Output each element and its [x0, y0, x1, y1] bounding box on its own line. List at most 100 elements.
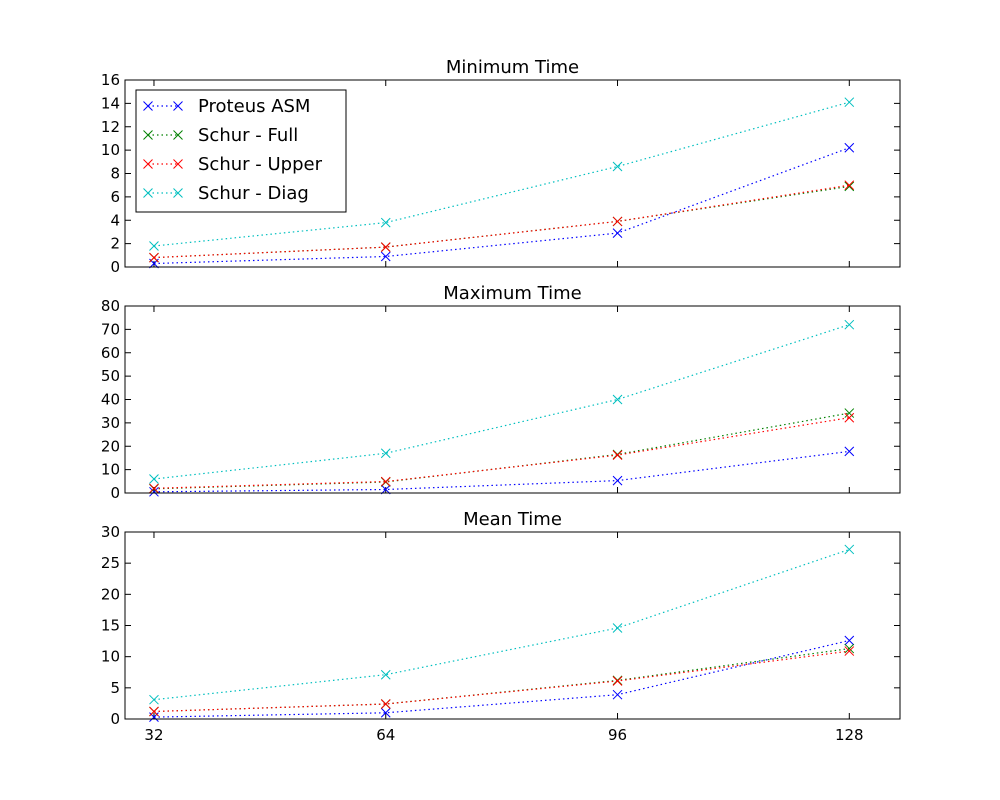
data-point-schur-diag — [149, 474, 159, 484]
axes-frame — [124, 305, 901, 494]
y-tick-label: 60 — [101, 344, 120, 362]
y-tick-label: 6 — [110, 188, 120, 206]
series-line-schur-full — [153, 412, 850, 490]
data-point-schur-upper — [612, 216, 623, 227]
series-line-schur-diag — [153, 101, 850, 247]
data-point-schur-upper — [149, 706, 159, 717]
data-point-schur-upper — [844, 180, 855, 191]
series-line-schur-upper — [153, 650, 850, 713]
data-point-proteus-asm — [380, 251, 391, 262]
data-point-schur-upper — [149, 252, 159, 263]
data-point-schur-upper — [380, 476, 391, 487]
series-proteus-asm — [149, 446, 855, 497]
legend-label-schur-diag: Schur - Diag — [198, 183, 309, 204]
panel-title: Mean Time — [463, 509, 562, 530]
data-point-proteus-asm — [612, 689, 623, 700]
series-line-proteus-asm — [153, 639, 850, 718]
y-tick-label: 10 — [101, 461, 120, 479]
series-line-schur-upper — [153, 417, 850, 489]
data-point-schur-diag — [844, 544, 855, 555]
data-point-proteus-asm — [844, 635, 855, 646]
legend-marker-schur-diag — [143, 188, 153, 198]
x-tick-label: 96 — [608, 726, 627, 744]
y-tick-label: 0 — [110, 258, 120, 276]
y-tick-label: 30 — [101, 414, 120, 432]
panel-minimum-time: Minimum Time 0 2 4 6 8 10 12 14 16 Proteus ASM Schu… — [101, 57, 901, 276]
data-point-schur-upper — [844, 646, 855, 656]
series-line-schur-diag — [153, 324, 850, 480]
panel-title: Minimum Time — [446, 57, 579, 78]
data-point-schur-diag — [380, 448, 391, 459]
x-tick-label: 64 — [376, 726, 395, 744]
series-schur-diag — [149, 97, 855, 251]
data-point-schur-diag — [612, 394, 623, 405]
y-tick-label: 15 — [101, 617, 120, 635]
y-tick-label: 2 — [110, 235, 120, 253]
series-schur-upper — [149, 646, 855, 717]
axes-frame — [124, 79, 901, 268]
axes-frame — [124, 531, 901, 720]
legend: Proteus ASM Schur - Full Schur - Upper Schu… — [135, 89, 347, 213]
data-point-schur-upper — [844, 412, 855, 423]
data-point-schur-upper — [612, 676, 623, 686]
series-line-schur-full — [153, 648, 850, 713]
y-tick-label: 10 — [101, 141, 120, 159]
y-tick-label: 12 — [101, 118, 120, 136]
data-point-schur-upper — [380, 699, 391, 709]
data-point-schur-diag — [844, 97, 855, 108]
data-point-schur-diag — [612, 161, 623, 172]
legend-label-proteus-asm: Proteus ASM — [198, 96, 310, 117]
data-point-proteus-asm — [380, 707, 391, 718]
legend-label-schur-full: Schur - Full — [198, 125, 298, 146]
data-point-schur-diag — [380, 217, 391, 228]
y-tick-label: 25 — [101, 554, 120, 572]
data-point-schur-upper — [149, 483, 159, 494]
legend-marker-schur-upper — [143, 159, 153, 169]
data-point-schur-diag — [612, 623, 623, 633]
series-schur-diag — [149, 544, 855, 705]
data-point-proteus-asm — [612, 228, 623, 238]
data-point-schur-diag — [149, 241, 159, 251]
data-point-proteus-asm — [149, 486, 159, 497]
legend-marker-schur-upper — [173, 159, 183, 169]
legend-marker-proteus-asm — [173, 101, 183, 111]
y-tick-label: 0 — [110, 710, 120, 728]
data-point-proteus-asm — [844, 142, 855, 153]
series-schur-upper — [149, 412, 855, 494]
panel-mean-time: Mean Time 0 5 10 15 20 25 30 32 64 96 128 — [101, 509, 901, 744]
series-proteus-asm — [149, 635, 855, 722]
data-point-schur-diag — [844, 319, 855, 330]
data-point-schur-full — [844, 643, 855, 654]
y-tick-label: 80 — [101, 297, 120, 315]
y-tick-label: 16 — [101, 71, 120, 89]
series-schur-full — [149, 643, 855, 717]
legend-marker-schur-full — [143, 130, 153, 140]
legend-box — [135, 89, 347, 213]
panel-maximum-time: Maximum Time 0 10 20 30 40 50 60 70 80 — [101, 283, 901, 502]
data-point-schur-diag — [380, 669, 391, 680]
series-schur-diag — [149, 319, 855, 484]
data-point-schur-diag — [149, 694, 159, 705]
y-tick-label: 30 — [101, 523, 120, 541]
y-tick-label: 40 — [101, 391, 120, 409]
y-tick-label: 0 — [110, 484, 120, 502]
panel-title: Maximum Time — [443, 283, 581, 304]
y-tick-label: 20 — [101, 585, 120, 603]
y-tick-label: 14 — [101, 94, 120, 112]
data-point-schur-upper — [612, 450, 623, 460]
x-tick-label: 32 — [144, 726, 163, 744]
y-tick-label: 4 — [110, 211, 120, 229]
data-point-proteus-asm — [844, 446, 855, 457]
y-tick-label: 20 — [101, 437, 120, 455]
data-point-proteus-asm — [380, 484, 391, 495]
x-tick-label: 128 — [835, 726, 864, 744]
series-line-schur-diag — [153, 548, 850, 701]
y-tick-label: 8 — [110, 165, 120, 183]
series-schur-full — [149, 408, 855, 494]
legend-marker-schur-diag — [173, 188, 183, 198]
y-tick-label: 50 — [101, 367, 120, 385]
data-point-schur-full — [844, 408, 855, 418]
legend-marker-proteus-asm — [143, 101, 153, 111]
series-line-proteus-asm — [153, 450, 850, 493]
